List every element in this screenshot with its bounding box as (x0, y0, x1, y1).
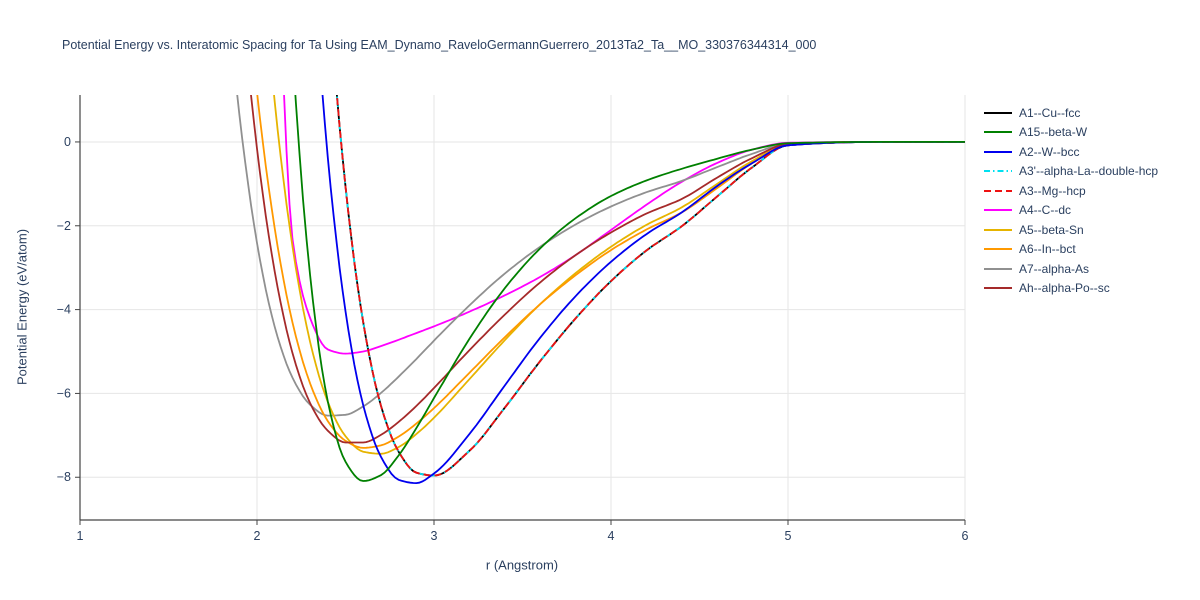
legend-swatch-line (984, 267, 1012, 270)
legend-label: A6--In--bct (1019, 242, 1076, 257)
y-tick-label: 0 (64, 135, 71, 149)
legend-label: A1--Cu--fcc (1019, 105, 1081, 120)
legend-label: A5--beta-Sn (1019, 222, 1084, 237)
y-tick-label: −6 (57, 386, 71, 400)
x-tick-label: 3 (431, 529, 438, 543)
legend-swatch-line (984, 131, 1012, 134)
x-tick-label: 6 (962, 529, 969, 543)
legend: A1--Cu--fcc A15--beta-W A2--W--bcc A3'--alp… (983, 103, 1158, 298)
series-curve-A2--W--bcc (321, 95, 965, 485)
series-curve-A7--alpha-As (236, 95, 965, 417)
legend-label: A3'--alpha-La--double-hcp (1019, 164, 1159, 179)
legend-item[interactable]: A15--beta-W (983, 123, 1158, 143)
legend-label: A3--Mg--hcp (1019, 183, 1086, 198)
series-curve-Ah--alpha-Po--sc (250, 95, 965, 444)
legend-item[interactable]: A7--alpha-As (983, 259, 1158, 279)
x-axis-label: r (Angstrom) (485, 557, 559, 573)
x-tick-label: 5 (785, 529, 792, 543)
legend-item[interactable]: A2--W--bcc (983, 142, 1158, 162)
series-curve-A3'--alpha-La--double-hcp (335, 95, 965, 477)
series-curve-A15--beta-W (294, 95, 965, 482)
legend-label: A15--beta-W (1019, 125, 1088, 140)
y-tick-label: −2 (57, 219, 71, 233)
legend-swatch-line (984, 111, 1012, 114)
legend-item[interactable]: A4--C--dc (983, 201, 1158, 221)
legend-swatch-line (984, 287, 1012, 290)
legend-item[interactable]: A3--Mg--hcp (983, 181, 1158, 201)
legend-item[interactable]: A1--Cu--fcc (983, 103, 1158, 123)
legend-item[interactable]: A6--In--bct (983, 240, 1158, 260)
legend-item[interactable]: Ah--alpha-Po--sc (983, 279, 1158, 299)
legend-swatch-line (984, 209, 1012, 212)
legend-item[interactable]: A3'--alpha-La--double-hcp (983, 162, 1158, 182)
x-tick-label: 2 (254, 529, 261, 543)
legend-label: A7--alpha-As (1019, 261, 1090, 276)
x-tick-label: 4 (608, 529, 615, 543)
series-curve-A1--Cu--fcc (335, 95, 965, 477)
legend-swatch-line (984, 248, 1012, 251)
x-tick-label: 1 (77, 529, 84, 543)
series-curve-A3--Mg--hcp (335, 95, 965, 477)
series-curve-A4--C--dc (283, 95, 965, 355)
legend-label: A4--C--dc (1019, 203, 1072, 218)
legend-swatch-line (984, 170, 1012, 173)
y-tick-label: −4 (57, 303, 71, 317)
legend-swatch-line (984, 228, 1012, 231)
series-curve-A6--In--bct (256, 95, 965, 449)
y-tick-label: −8 (57, 470, 71, 484)
legend-swatch-line (984, 150, 1012, 153)
legend-swatch-line (984, 189, 1012, 192)
legend-label: Ah--alpha-Po--sc (1019, 281, 1110, 296)
chart-title: Potential Energy vs. Interatomic Spacing… (62, 38, 817, 52)
series-curve-A5--beta-Sn (273, 95, 965, 455)
legend-label: A2--W--bcc (1019, 144, 1080, 159)
y-axis-label: Potential Energy (eV/atom) (14, 228, 30, 386)
legend-item[interactable]: A5--beta-Sn (983, 220, 1158, 240)
